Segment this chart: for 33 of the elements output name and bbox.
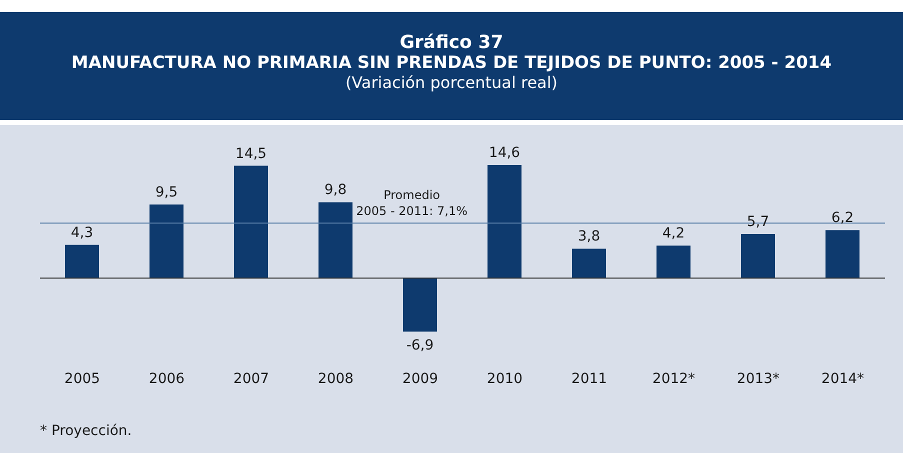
bar — [234, 166, 268, 278]
data-label: 6,2 — [831, 210, 854, 226]
x-tick-label: 2005 — [64, 370, 100, 387]
data-label: 4,2 — [662, 226, 685, 242]
x-tick-label: 2013* — [736, 370, 780, 387]
data-label: 9,5 — [155, 184, 178, 201]
data-label: 14,6 — [488, 145, 520, 161]
ref-line-label: Promedio 2005 - 2011: 7,1% — [356, 188, 468, 218]
bar — [572, 248, 606, 278]
bar — [741, 234, 775, 278]
bar — [318, 202, 352, 278]
x-tick-label: 2014* — [821, 370, 864, 387]
bar — [150, 204, 184, 278]
data-label: 14,5 — [235, 146, 267, 162]
bar — [488, 165, 522, 278]
data-label: 4,3 — [70, 224, 94, 241]
chart-subtitle: (Variación porcentual real) — [344, 73, 559, 92]
chart-title: Gráfico 37 MANUFACTURA NO PRIMARIA SIN PRENDAS DE TEJIDOS DE PUNTO: 2005 - 2014 — [70, 32, 833, 73]
text: * Proyección. — [40, 423, 132, 439]
x-tick-label: 2010 — [486, 370, 523, 387]
x-tick-label: 2012* — [652, 370, 696, 387]
x-tick-label: 2009 — [402, 370, 438, 387]
bar — [403, 278, 437, 332]
x-tick-label: 2007 — [233, 370, 270, 387]
x-tick-label: 2011 — [571, 370, 608, 387]
data-label: -6,9 — [406, 338, 434, 354]
bar — [65, 244, 99, 278]
x-tick-label: 2006 — [148, 370, 185, 387]
bar — [826, 230, 860, 278]
data-label: 9,8 — [324, 182, 347, 198]
x-tick-label: 2008 — [318, 370, 354, 387]
data-label: 3,8 — [578, 228, 600, 245]
bar — [656, 246, 690, 278]
